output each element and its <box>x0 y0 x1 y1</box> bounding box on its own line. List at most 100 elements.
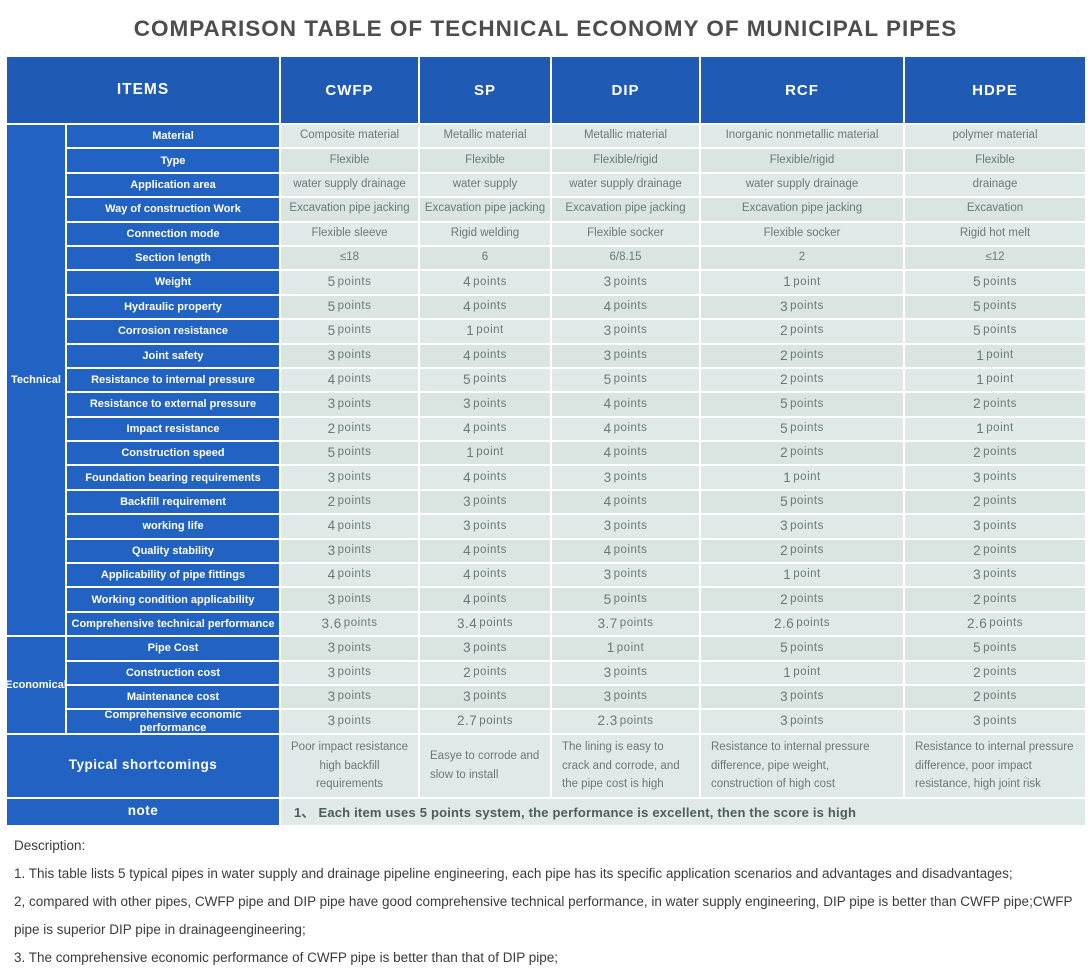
cell-value: 5 points <box>701 490 903 514</box>
cell-value: 5 points <box>905 271 1085 294</box>
point-number: 2 <box>780 445 789 461</box>
point-number: 3 <box>327 542 336 558</box>
description-line: 2, compared with other pipes, CWFP pipe … <box>14 894 1073 937</box>
point-number: 3 <box>327 689 336 705</box>
cell-value: Flexible <box>420 149 550 172</box>
point-unit: points <box>337 495 372 508</box>
cell-value: 3 points <box>420 393 550 416</box>
cell-value: 2 points <box>905 442 1085 465</box>
point-number: 3 <box>603 567 612 583</box>
point-number: 2 <box>780 542 789 558</box>
point-unit: points <box>613 592 648 605</box>
cell-value: Metallic material <box>420 125 550 148</box>
point-unit: points <box>337 641 372 654</box>
point-unit: points <box>989 617 1023 630</box>
cell-value: water supply <box>420 173 550 197</box>
cell-value: Metallic material <box>552 125 699 148</box>
point-number: 4 <box>603 542 612 558</box>
cell-value: 2.6 points <box>701 612 903 636</box>
point-unit: points <box>790 641 824 654</box>
cell-value: 5 points <box>701 393 903 416</box>
cell-value: 2 points <box>905 539 1085 563</box>
cell-value: 3 points <box>420 685 550 709</box>
cell-value: Flexible socker <box>552 222 699 245</box>
point-number: 3 <box>327 396 336 412</box>
point-unit: points <box>473 519 507 532</box>
point-number: 5 <box>780 396 789 412</box>
point-unit: points <box>613 495 648 508</box>
point-unit: points <box>983 641 1017 654</box>
point-number: 2.6 <box>967 615 988 631</box>
cell-value: Rigid hot melt <box>905 222 1085 245</box>
cell-value: 3 points <box>701 710 903 733</box>
cell-value: 2 points <box>701 442 903 465</box>
point-number: 3 <box>327 469 336 485</box>
row-label: Section length <box>67 246 279 270</box>
cell-value: 4 points <box>552 490 699 514</box>
point-number: 1 <box>783 469 792 485</box>
point-unit: points <box>479 617 513 630</box>
cell-value: 2.7 points <box>420 710 550 733</box>
point-unit: point <box>793 568 821 581</box>
point-number: 4 <box>463 469 472 485</box>
point-unit: points <box>613 324 648 337</box>
cell-value: 3 points <box>905 466 1085 489</box>
point-number: 3 <box>603 518 612 534</box>
point-unit: points <box>983 324 1017 337</box>
point-number: 2 <box>780 323 789 339</box>
point-unit: points <box>337 324 372 337</box>
cell-value: 3.6 points <box>281 612 418 636</box>
point-unit: points <box>983 470 1017 483</box>
cell-value: 1 point <box>701 466 903 489</box>
row-label: Comprehensive economic performance <box>67 709 279 734</box>
cell-value: polymer material <box>905 125 1085 148</box>
cell-value: 3 points <box>552 685 699 709</box>
cell-value: 1 point <box>420 442 550 465</box>
point-unit: points <box>796 617 830 630</box>
point-unit: points <box>790 592 824 605</box>
point-unit: points <box>983 543 1017 556</box>
cell-value: 1 point <box>905 344 1085 367</box>
column-header-sp: SP <box>420 57 550 123</box>
row-label: Impact resistance <box>67 417 279 441</box>
cell-value: 2 points <box>281 490 418 514</box>
point-number: 3 <box>327 640 336 656</box>
point-number: 3 <box>603 347 612 363</box>
row-label: Material <box>67 125 279 148</box>
row-label: Weight <box>67 271 279 294</box>
cell-value: ≤18 <box>281 246 418 270</box>
point-unit: points <box>790 446 824 459</box>
cell-value: Inorganic nonmetallic material <box>701 125 903 148</box>
point-number: 2 <box>973 591 982 607</box>
cell-value: drainage <box>905 173 1085 197</box>
description-line: 3. The comprehensive economic performanc… <box>14 950 559 965</box>
cell-value: 3 points <box>281 710 418 733</box>
note-label: note <box>7 798 279 825</box>
point-unit: points <box>790 397 824 410</box>
point-number: 1 <box>466 445 475 461</box>
cell-value: 4 points <box>420 466 550 489</box>
cell-value: 3 points <box>552 515 699 538</box>
point-unit: point <box>793 665 821 678</box>
cell-value: 3.7 points <box>552 612 699 636</box>
point-unit: points <box>473 665 507 678</box>
point-number: 5 <box>973 323 982 339</box>
point-number: 5 <box>780 493 789 509</box>
cell-value: 5 points <box>552 588 699 611</box>
description-block: Description: 1. This table lists 5 typic… <box>14 832 1080 972</box>
point-unit: points <box>473 543 507 556</box>
cell-value: 2.6 points <box>905 612 1085 636</box>
cell-value: 2 <box>701 246 903 270</box>
row-label: Foundation bearing requirements <box>67 466 279 489</box>
point-unit: points <box>337 665 372 678</box>
row-label: Resistance to internal pressure <box>67 368 279 392</box>
cell-value: 4 points <box>552 295 699 319</box>
point-number: 5 <box>327 298 336 314</box>
point-number: 3 <box>463 396 472 412</box>
point-unit: points <box>613 373 648 386</box>
point-number: 4 <box>463 591 472 607</box>
cell-value: 2 points <box>701 344 903 367</box>
point-number: 4 <box>463 542 472 558</box>
shortcoming-value: Resistance to internal pressure differen… <box>905 734 1085 797</box>
point-number: 4 <box>463 298 472 314</box>
